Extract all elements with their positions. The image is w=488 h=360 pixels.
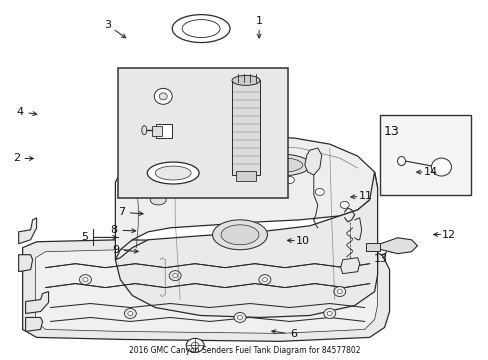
- Text: 10: 10: [295, 236, 309, 246]
- Ellipse shape: [326, 311, 331, 315]
- Polygon shape: [19, 255, 33, 272]
- Ellipse shape: [248, 154, 310, 176]
- Ellipse shape: [262, 278, 267, 282]
- Text: 12: 12: [441, 230, 455, 239]
- Ellipse shape: [191, 342, 199, 348]
- Bar: [156, 124, 172, 138]
- Ellipse shape: [127, 311, 133, 315]
- Ellipse shape: [315, 189, 324, 195]
- Ellipse shape: [237, 315, 242, 319]
- Bar: [379, 115, 470, 195]
- Ellipse shape: [124, 309, 136, 319]
- Ellipse shape: [80, 275, 91, 285]
- Ellipse shape: [430, 158, 450, 176]
- Ellipse shape: [245, 171, 254, 179]
- Bar: [152, 126, 162, 136]
- Polygon shape: [25, 292, 48, 314]
- Ellipse shape: [285, 176, 294, 184]
- Polygon shape: [115, 172, 377, 318]
- Text: 1: 1: [255, 17, 262, 27]
- Ellipse shape: [234, 312, 245, 323]
- Text: 14: 14: [423, 167, 437, 177]
- Bar: [118, 68, 287, 198]
- Text: 8: 8: [110, 225, 118, 235]
- Text: 11: 11: [358, 191, 372, 201]
- Ellipse shape: [150, 195, 166, 205]
- Ellipse shape: [172, 15, 229, 42]
- Polygon shape: [25, 318, 42, 332]
- Ellipse shape: [323, 309, 335, 319]
- Ellipse shape: [159, 93, 167, 100]
- Text: 2016 GMC Canyon Senders Fuel Tank Diagram for 84577802: 2016 GMC Canyon Senders Fuel Tank Diagra…: [128, 346, 360, 355]
- Ellipse shape: [172, 274, 177, 278]
- Ellipse shape: [212, 220, 267, 250]
- Text: 5: 5: [81, 232, 88, 242]
- Text: 6: 6: [289, 329, 296, 339]
- Polygon shape: [340, 258, 359, 274]
- Ellipse shape: [186, 338, 203, 352]
- Bar: [365, 243, 379, 251]
- Ellipse shape: [337, 289, 342, 293]
- Ellipse shape: [154, 88, 172, 104]
- Polygon shape: [377, 238, 417, 254]
- Ellipse shape: [221, 225, 259, 245]
- Text: 4: 4: [17, 107, 24, 117]
- Polygon shape: [19, 218, 37, 244]
- Ellipse shape: [397, 157, 405, 166]
- Ellipse shape: [83, 278, 88, 282]
- Polygon shape: [304, 148, 321, 175]
- Polygon shape: [36, 250, 377, 333]
- Text: 13: 13: [373, 254, 387, 264]
- Ellipse shape: [155, 166, 191, 180]
- Polygon shape: [115, 136, 377, 260]
- Ellipse shape: [142, 126, 146, 135]
- Text: 13: 13: [383, 125, 399, 138]
- Bar: [236, 171, 255, 181]
- Ellipse shape: [232, 75, 260, 85]
- Ellipse shape: [333, 287, 345, 297]
- Ellipse shape: [340, 201, 348, 208]
- Ellipse shape: [182, 20, 220, 37]
- Text: 3: 3: [104, 20, 111, 30]
- Ellipse shape: [256, 158, 302, 172]
- Text: 2: 2: [13, 153, 20, 163]
- Bar: [232, 80, 260, 175]
- Ellipse shape: [259, 275, 270, 285]
- Polygon shape: [22, 240, 389, 341]
- Ellipse shape: [147, 162, 199, 184]
- Ellipse shape: [210, 181, 219, 189]
- Ellipse shape: [169, 271, 181, 280]
- Text: 7: 7: [118, 207, 125, 217]
- Text: 9: 9: [112, 245, 119, 255]
